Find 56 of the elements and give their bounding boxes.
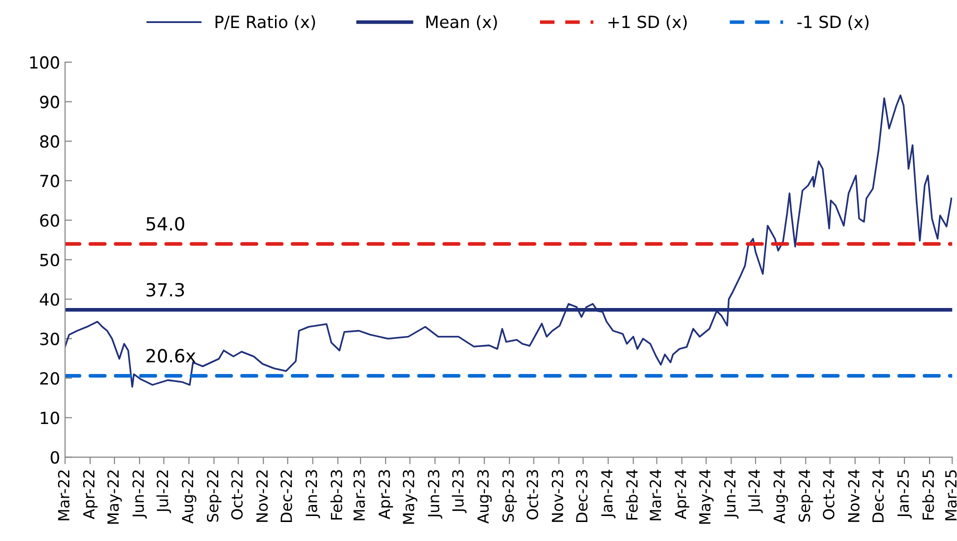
x-tick-label: Jun-22: [132, 470, 147, 519]
x-tick-label: Dec-23: [576, 470, 588, 522]
y-tick-label: 100: [30, 56, 60, 69]
x-tick-label: Sep-22: [206, 470, 222, 522]
x-tick-label: Sep-24: [798, 470, 814, 522]
x-tick-label: Nov-24: [848, 470, 860, 522]
y-tick-label: 50: [40, 254, 60, 266]
legend-label: Mean (x): [426, 15, 497, 30]
line-series: [65, 94, 952, 388]
x-tick-label: Jan-24: [601, 470, 616, 518]
x-tick-label: Dec-22: [280, 470, 292, 522]
y-tick-label: 30: [40, 332, 60, 346]
x-tick-label: Aug-23: [477, 470, 492, 524]
x-tick-label: Apr-22: [83, 470, 98, 520]
x-tick-label: Mar-25: [945, 470, 957, 520]
x-tick-label: Jun-23: [428, 470, 442, 519]
x-tick-label: Aug-22: [182, 470, 196, 524]
legend-label: -1 SD (x): [797, 15, 869, 30]
x-tick-label: Mar-24: [650, 470, 662, 520]
x-tick-label: Sep-23: [502, 470, 517, 522]
x-tick-label: Mar-23: [353, 470, 365, 520]
x-tick-label: Jul-22: [156, 470, 172, 514]
annotation: 54.0: [146, 217, 184, 231]
x-tick-label: Jul-24: [748, 470, 763, 514]
y-tick-label: 60: [40, 214, 60, 227]
legend-label: +1 SD (x): [608, 15, 687, 30]
y-tick-label: 70: [40, 174, 60, 188]
legend-label: P/E Ratio (x): [216, 15, 316, 30]
annotation: 37.3: [146, 282, 184, 297]
y-tick-label: 80: [40, 135, 60, 148]
x-tick-label: Oct-24: [822, 470, 834, 520]
x-tick-label: Jan-25: [897, 470, 912, 518]
x-tick-label: May-22: [107, 470, 122, 524]
x-tick-label: Dec-24: [872, 470, 884, 522]
x-tick-label: Jun-24: [724, 470, 739, 519]
x-tick-label: May-23: [402, 470, 418, 524]
annotation: 20.6x: [146, 348, 196, 363]
x-tick-label: Feb-25: [922, 470, 934, 520]
x-tick-label: Oct-23: [526, 470, 538, 520]
x-tick-label: Jul-23: [452, 470, 467, 514]
x-tick-label: Oct-22: [231, 470, 243, 520]
x-tick-label: Feb-23: [330, 470, 342, 520]
x-tick-label: Apr-24: [674, 470, 690, 520]
x-tick-label: Nov-22: [256, 470, 268, 522]
x-tick-label: Apr-23: [378, 470, 394, 520]
y-tick-label: 40: [40, 293, 60, 306]
y-tick-label: 10: [40, 412, 60, 424]
x-tick-label: Aug-24: [773, 470, 788, 524]
x-tick-label: Nov-23: [552, 470, 564, 522]
x-tick-label: May-24: [699, 470, 714, 524]
y-tick-label: 90: [40, 96, 60, 108]
x-tick-label: Jan-23: [306, 470, 320, 518]
y-tick-label: 20: [40, 372, 60, 385]
x-tick-label: Feb-24: [626, 470, 638, 520]
y-tick-label: 0: [50, 451, 60, 464]
x-tick-label: Mar-22: [58, 470, 70, 520]
